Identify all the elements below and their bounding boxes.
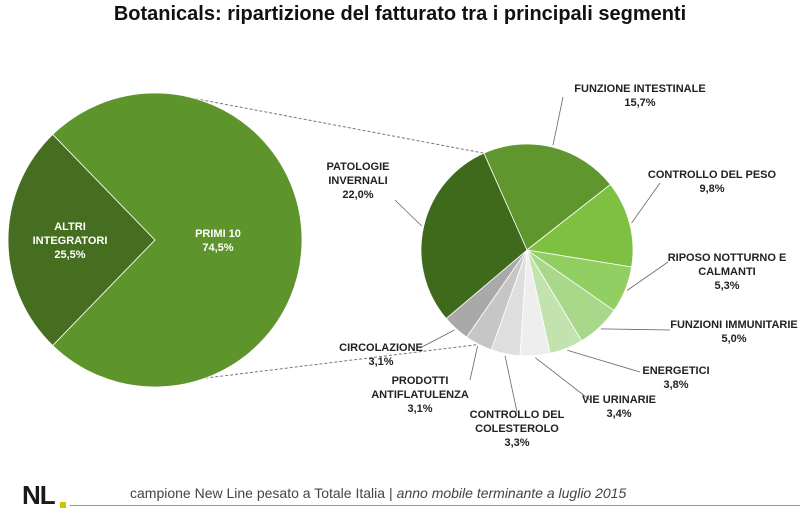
leader-prodotti-antiflatulenza xyxy=(469,345,478,381)
leader-energetici xyxy=(567,349,641,373)
label-prodotti-antiflatulenza: PRODOTTI ANTIFLATULENZA 3,1% xyxy=(371,375,469,415)
leader-lines xyxy=(394,96,671,413)
leader-circolazione xyxy=(419,329,455,349)
leader-controllo-del-colesterolo xyxy=(504,355,518,413)
label-primi-10: PRIMI 10 74,5% xyxy=(195,228,241,254)
label-funzioni-immunitarie: FUNZIONI IMMUNITARIE 5,0% xyxy=(670,319,798,345)
leader-funzione-intestinale xyxy=(552,96,564,146)
connector-top xyxy=(195,98,484,154)
new-line-logo: NL xyxy=(22,480,56,510)
logo-dot xyxy=(60,502,66,508)
label-circolazione: CIRCOLAZIONE 3,1% xyxy=(339,342,423,368)
footer: NL campione New Line pesato a Totale Ita… xyxy=(0,478,800,518)
slice-patologie-invernali xyxy=(420,152,528,320)
leader-funzioni-immunitarie xyxy=(600,328,671,331)
leader-vie-urinarie xyxy=(535,357,591,401)
slice-labels: ALTRI INTEGRATORI 25,5% PRIMI 10 74,5% FUNZIO… xyxy=(33,83,798,449)
slice-altri-integratori xyxy=(7,133,156,347)
footer-divider xyxy=(70,505,800,506)
label-altri-integratori: ALTRI INTEGRATORI 25,5% xyxy=(33,221,108,261)
footer-source: campione New Line pesato a Totale Italia xyxy=(130,485,386,501)
footer-period: anno mobile terminante a luglio 2015 xyxy=(396,485,627,501)
leader-riposo-notturno-e-calmanti xyxy=(626,261,669,291)
leader-controllo-del-peso xyxy=(631,182,661,224)
label-funzione-intestinale: FUNZIONE INTESTINALE 15,7% xyxy=(574,83,705,109)
label-patologie-invernali: PATOLOGIE INVERNALI 22,0% xyxy=(327,161,390,201)
label-energetici: ENERGETICI 3,8% xyxy=(642,365,709,391)
label-vie-urinarie: VIE URINARIE 3,4% xyxy=(582,394,656,420)
pie-charts: ALTRI INTEGRATORI 25,5% PRIMI 10 74,5% FUNZIO… xyxy=(7,83,798,449)
breakdown-pie xyxy=(420,143,634,357)
connector-bottom xyxy=(205,343,479,379)
footer-note: campione New Line pesato a Totale Italia… xyxy=(130,485,626,501)
slice-controllo-del-peso xyxy=(526,183,634,268)
label-riposo-notturno-e-calmanti: RIPOSO NOTTURNO E CALMANTI 5,3% xyxy=(668,252,787,292)
label-controllo-del-peso: CONTROLLO DEL PESO 9,8% xyxy=(648,169,777,195)
label-controllo-del-colesterolo: CONTROLLO DEL COLESTEROLO 3,3% xyxy=(470,409,565,449)
footer-separator: | xyxy=(389,485,393,501)
main-pie xyxy=(7,92,303,388)
connector-lines xyxy=(195,98,484,379)
chart-title: Botanicals: ripartizione del fatturato t… xyxy=(113,3,687,25)
leader-patologie-invernali xyxy=(394,199,422,227)
slice-primi-10 xyxy=(52,92,303,388)
